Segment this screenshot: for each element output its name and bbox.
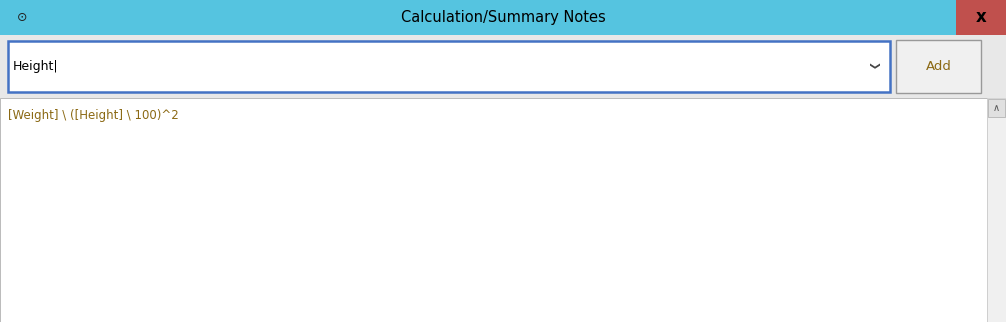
Bar xyxy=(987,98,1006,322)
Text: [Weight] \ ([Height] \ 100)^2: [Weight] \ ([Height] \ 100)^2 xyxy=(8,109,179,122)
Bar xyxy=(956,0,1006,35)
Text: Height|: Height| xyxy=(13,60,58,73)
Text: ∧: ∧ xyxy=(993,103,1000,113)
Text: ❯: ❯ xyxy=(867,62,877,70)
Bar xyxy=(0,0,1006,35)
Bar xyxy=(0,35,1006,322)
Text: Add: Add xyxy=(926,60,952,73)
Bar xyxy=(0,35,1006,37)
Text: x: x xyxy=(976,8,986,26)
Bar xyxy=(988,99,1005,117)
Bar xyxy=(0,35,1006,98)
Text: Calculation/Summary Notes: Calculation/Summary Notes xyxy=(400,10,606,25)
Bar xyxy=(0,98,987,322)
Bar xyxy=(896,40,982,92)
Text: ⊙: ⊙ xyxy=(17,11,27,24)
Bar xyxy=(8,41,890,91)
